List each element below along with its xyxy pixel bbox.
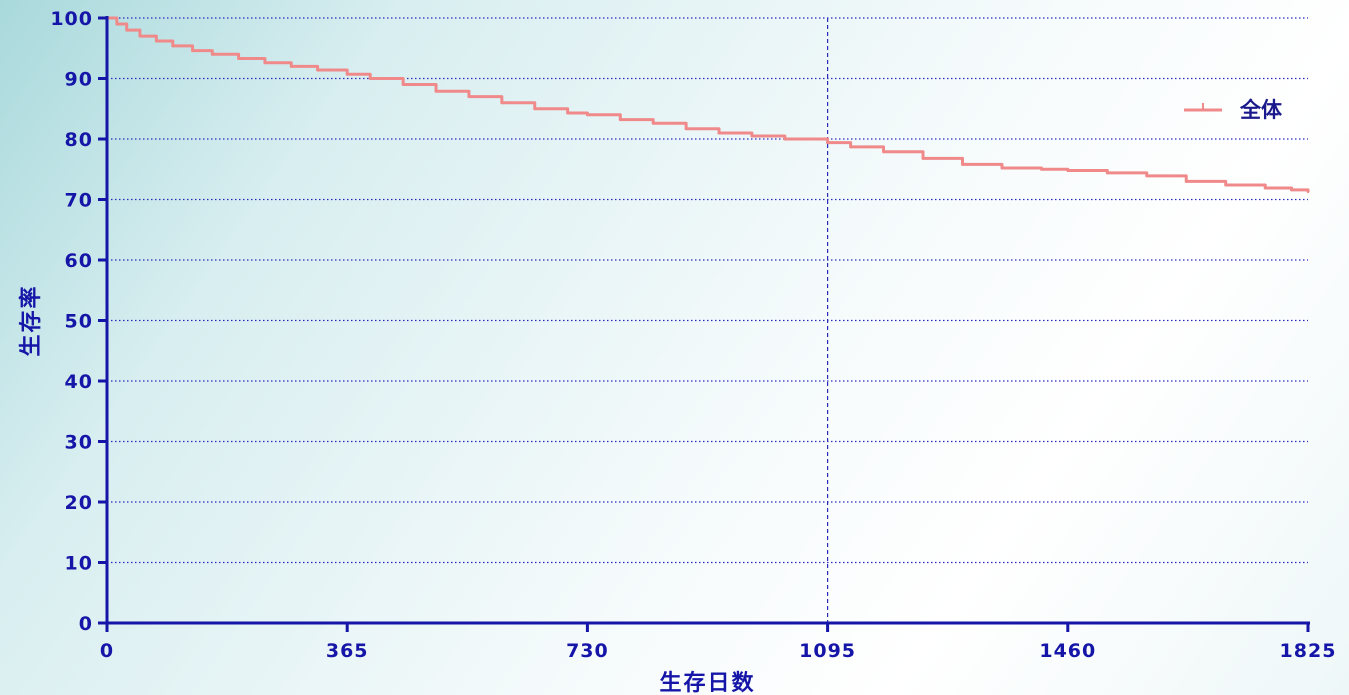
- series-point-0-3: [138, 34, 142, 38]
- series-point-0-32: [1000, 166, 1004, 170]
- x-axis-title: 生存日数: [659, 670, 755, 695]
- gridlines: [107, 17, 1308, 564]
- y-tick-label-40: 40: [65, 371, 93, 393]
- y-tick-label-20: 20: [65, 492, 93, 514]
- series-point-0-15: [434, 89, 438, 93]
- series-point-0-22: [651, 121, 655, 125]
- series-point-0-13: [368, 77, 372, 80]
- legend-label: 全体: [1239, 98, 1283, 122]
- y-tick-label-10: 10: [65, 553, 93, 575]
- series-point-0-33: [1040, 167, 1043, 171]
- series-point-0-28: [849, 145, 853, 149]
- y-tick-label-70: 70: [65, 190, 93, 212]
- series-point-0-30: [921, 156, 925, 160]
- series-point-0-39: [1263, 186, 1267, 190]
- x-tick-label-1095: 1095: [799, 640, 856, 662]
- series-point-0-7: [210, 52, 214, 56]
- series-point-0-14: [401, 83, 405, 86]
- series-point-0-24: [717, 131, 721, 135]
- series-point-0-4: [154, 39, 158, 43]
- x-tick-label-365: 365: [326, 640, 369, 662]
- series-point-0-1: [115, 22, 119, 26]
- series-point-0-38: [1224, 183, 1228, 187]
- series-point-0-40: [1290, 188, 1293, 192]
- series-point-0-20: [586, 113, 589, 117]
- series-point-0-16: [467, 95, 471, 99]
- series-group: [105, 16, 1310, 194]
- y-tick-label-50: 50: [65, 311, 93, 333]
- series-point-0-8: [237, 57, 241, 60]
- legend[interactable]: 全体: [1184, 98, 1283, 122]
- y-tick-label-100: 100: [50, 8, 93, 30]
- series-point-0-36: [1145, 174, 1149, 178]
- series-point-0-34: [1066, 169, 1070, 172]
- series-point-0-11: [316, 68, 319, 72]
- series-point-0-12: [345, 72, 349, 76]
- series-point-0-5: [171, 44, 175, 48]
- y-tick-label-0: 0: [79, 613, 93, 635]
- series-point-0-21: [618, 118, 622, 122]
- x-tick-label-0: 0: [100, 640, 114, 662]
- series-point-0-27: [826, 141, 829, 145]
- series-point-0-26: [783, 137, 787, 141]
- x-tick-label-1460: 1460: [1039, 640, 1096, 662]
- x-tick-label-730: 730: [566, 640, 609, 662]
- y-axis-title: 生存率: [18, 284, 44, 356]
- series-point-0-9: [263, 61, 267, 65]
- y-tick-label-60: 60: [65, 250, 93, 272]
- series-point-0-17: [500, 101, 504, 105]
- y-ticks: 0 10 20 30 40 50 60 70 80 90 100: [50, 8, 107, 635]
- y-tick-label-90: 90: [65, 69, 93, 91]
- series-point-0-37: [1184, 179, 1188, 183]
- series-point-0-31: [961, 163, 964, 166]
- series-point-0-25: [750, 134, 754, 138]
- series-point-0-23: [684, 127, 688, 131]
- series-point-0-35: [1105, 171, 1109, 175]
- series-point-0-10: [289, 65, 293, 68]
- x-tick-label-1825: 1825: [1280, 640, 1337, 662]
- series-point-0-41: [1306, 190, 1310, 194]
- series-point-0-6: [191, 49, 194, 53]
- series-point-0-19: [566, 111, 570, 115]
- series-point-0-18: [533, 107, 537, 111]
- series-line-0: [107, 16, 1310, 192]
- series-point-0-29: [882, 150, 885, 154]
- x-ticks: 0 365 730 1095 1460 1825: [100, 623, 1337, 662]
- y-tick-label-30: 30: [65, 432, 93, 454]
- series-point-0-2: [125, 28, 129, 32]
- y-tick-label-80: 80: [65, 129, 93, 151]
